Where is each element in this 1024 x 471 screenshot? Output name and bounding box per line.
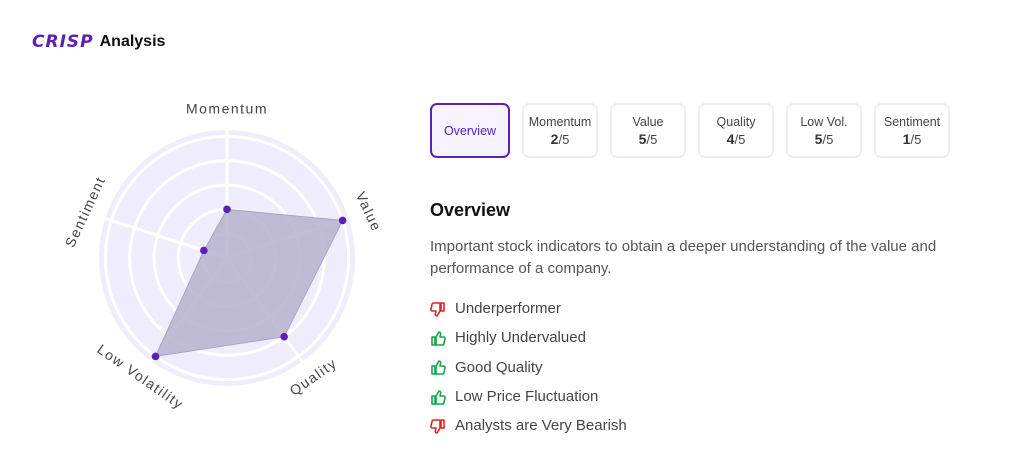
tab-label: Value xyxy=(632,114,664,129)
indicator-item: Analysts are Very Bearish xyxy=(430,411,627,440)
thumbs-up-icon xyxy=(430,359,446,376)
thumbs-up-icon xyxy=(430,389,446,405)
tab-score: 1/5 xyxy=(902,130,922,147)
tab-label: Low Vol. xyxy=(800,114,848,129)
thumbs-down-icon xyxy=(430,301,446,317)
tab-label: Momentum xyxy=(528,114,592,129)
indicator-item: Highly Undervalued xyxy=(430,323,627,352)
tab-label: Sentiment xyxy=(883,114,941,129)
tab-score: 2/5 xyxy=(550,130,570,147)
tab-label: Overview xyxy=(443,123,497,138)
radar-axis-label: Value xyxy=(353,189,385,234)
indicator-text: Underperformer xyxy=(455,300,561,318)
metric-tabs: Overview Momentum 2/5 Value 5/5 Quality … xyxy=(430,103,950,158)
indicator-text: Highly Undervalued xyxy=(455,329,586,347)
tab-score: 5/5 xyxy=(814,130,834,147)
radar-area xyxy=(154,208,344,358)
section-title: Overview xyxy=(430,200,511,220)
radar-axis-label: Momentum xyxy=(186,101,268,117)
radar-point xyxy=(151,352,160,361)
page-title: Analysis xyxy=(99,33,166,50)
tab-score: 4/5 xyxy=(726,130,746,147)
indicator-list: Underperformer Highly Undervalued Good Q… xyxy=(430,294,627,440)
indicator-text: Analysts are Very Bearish xyxy=(455,417,627,435)
indicator-text: Low Price Fluctuation xyxy=(455,388,599,406)
tab-label: Quality xyxy=(716,114,756,129)
tab-overview[interactable]: Overview xyxy=(430,103,510,158)
radar-point xyxy=(200,246,208,255)
radar-point xyxy=(280,332,288,341)
app-header: CRISP Analysis xyxy=(32,30,165,54)
indicator-item: Low Price Fluctuation xyxy=(430,382,627,411)
tab-momentum[interactable]: Momentum 2/5 xyxy=(522,103,598,158)
indicator-text: Good Quality xyxy=(455,358,543,376)
thumbs-up-icon xyxy=(430,330,446,346)
crisp-logo: CRISP xyxy=(32,32,94,52)
radar-point xyxy=(223,205,231,214)
indicator-item: Good Quality xyxy=(430,353,627,382)
tab-low-volatility[interactable]: Low Vol. 5/5 xyxy=(786,103,862,158)
thumbs-down-icon xyxy=(430,418,446,434)
radar-point xyxy=(338,216,347,225)
tab-score: 5/5 xyxy=(638,130,658,147)
tab-value[interactable]: Value 5/5 xyxy=(610,103,686,158)
tab-sentiment[interactable]: Sentiment 1/5 xyxy=(874,103,950,158)
indicator-item: Underperformer xyxy=(430,294,627,323)
section-description: Important stock indicators to obtain a d… xyxy=(430,238,937,277)
tab-quality[interactable]: Quality 4/5 xyxy=(698,103,774,158)
